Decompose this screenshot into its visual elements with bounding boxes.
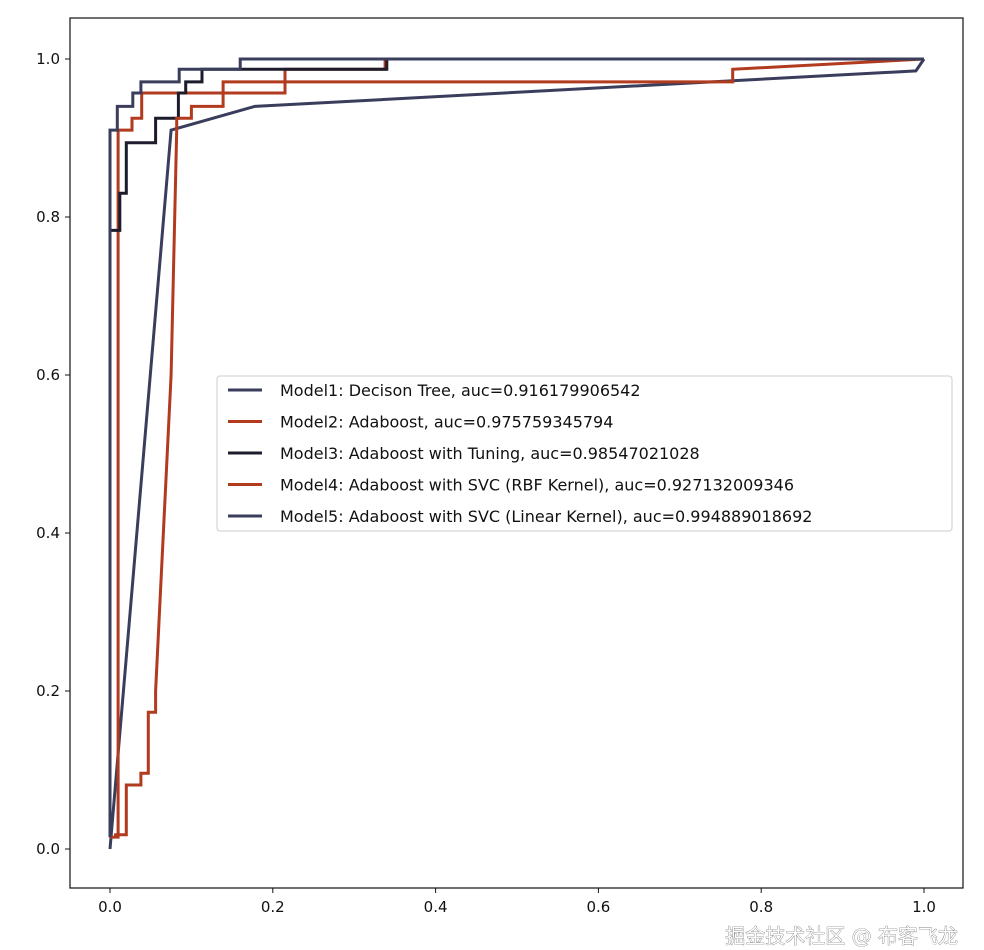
y-tick-label: 0.6	[36, 366, 60, 384]
x-tick-label: 1.0	[912, 898, 936, 916]
legend: Model1: Decison Tree, auc=0.916179906542…	[216, 375, 953, 532]
y-tick-label: 0.8	[36, 208, 60, 226]
legend-label-model5: Model5: Adaboost with SVC (Linear Kernel…	[280, 507, 812, 526]
legend-label-model4: Model4: Adaboost with SVC (RBF Kernel), …	[280, 476, 794, 495]
y-tick-label: 0.4	[36, 524, 60, 542]
legend-label-model1: Model1: Decison Tree, auc=0.916179906542	[280, 381, 641, 400]
legend-label-model3: Model3: Adaboost with Tuning, auc=0.9854…	[280, 444, 700, 463]
series-line-model5	[108, 57, 924, 838]
legend-label-model2: Model2: Adaboost, auc=0.975759345794	[280, 413, 613, 432]
y-tick-label: 0.2	[36, 682, 60, 700]
series-line-model1	[108, 58, 926, 850]
y-tick-label: 1.0	[36, 50, 60, 68]
series-line-model2	[110, 57, 924, 839]
series-line-model4	[114, 57, 925, 837]
x-tick-label: 0.0	[98, 898, 122, 916]
x-tick-label: 0.6	[586, 898, 610, 916]
watermark: 掘金技术社区 @ 布客飞龙	[725, 924, 958, 948]
y-tick-label: 0.0	[36, 840, 60, 858]
series-lines	[108, 57, 926, 850]
axis-ticks: 0.0 0.2 0.4 0.6 0.8 1.0 0.0 0.2 0.4 0.6 0.8 1.0	[36, 50, 936, 916]
x-tick-label: 0.8	[749, 898, 773, 916]
plot-frame	[69, 17, 964, 889]
x-tick-label: 0.2	[261, 898, 285, 916]
legend-box	[216, 375, 953, 532]
x-tick-label: 0.4	[424, 898, 448, 916]
